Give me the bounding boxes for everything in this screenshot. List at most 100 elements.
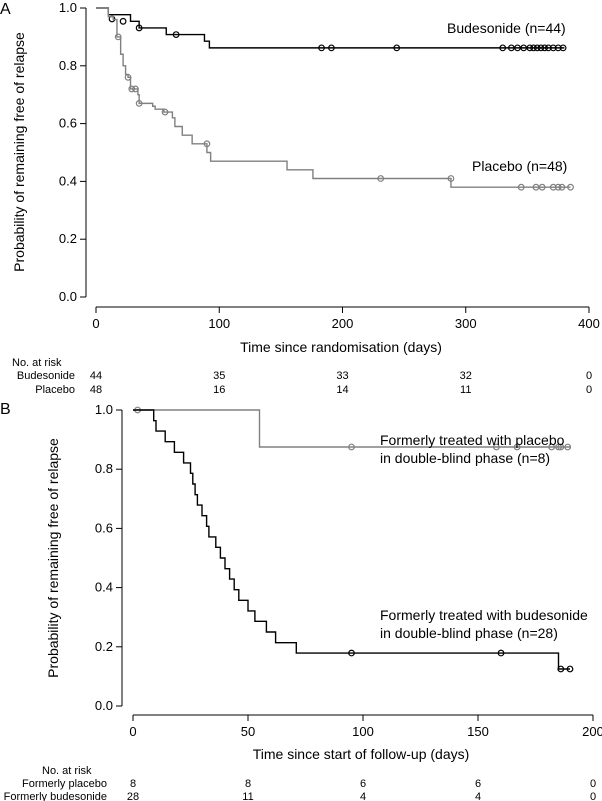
panel-b-y-axis-label: Probability of remaining free of relapse	[45, 438, 61, 678]
panel-a-risk-header: No. at risk	[12, 357, 62, 369]
panel-b: B 0.0 0.2 0.4 0.6 0.8 1.0 0 50 100 150 200 Time s…	[0, 401, 602, 801]
censor-mark	[548, 443, 555, 451]
panel-b-x-axis-label: Time since start of follow-up (days)	[253, 746, 470, 762]
risk-value: 0	[586, 384, 592, 396]
x-tick-label: 0	[92, 316, 99, 331]
risk-value: 0	[590, 791, 596, 801]
censor-mark	[128, 85, 136, 93]
y-tick-label: 0.4	[59, 173, 77, 188]
panel-b-series	[133, 406, 574, 673]
panel-b-y-ticks: 0.0 0.2 0.4 0.6 0.8 1.0	[95, 402, 122, 713]
censor-mark	[513, 443, 521, 451]
panel-a-y-ticks: 0.0 0.2 0.4 0.6 0.8 1.0	[59, 0, 86, 304]
survival-curve	[133, 409, 570, 670]
x-tick-label: 300	[455, 316, 477, 331]
x-tick-label: 100	[352, 724, 374, 739]
y-tick-label: 0.6	[95, 520, 113, 535]
censor-mark	[328, 44, 335, 52]
risk-value: 8	[245, 778, 251, 790]
censor-mark	[564, 443, 572, 451]
censor-mark	[172, 31, 180, 38]
risk-value: 44	[90, 370, 102, 382]
panel-b-risk-row-label: Formerly budesonide	[4, 791, 107, 801]
risk-value: 0	[590, 778, 596, 790]
censor-mark	[538, 183, 546, 191]
risk-value: 14	[336, 384, 348, 396]
censor-mark	[499, 44, 507, 52]
censor-mark	[549, 44, 557, 52]
censor-mark	[541, 44, 549, 52]
risk-value: 35	[213, 370, 225, 382]
x-tick-label: 100	[208, 316, 230, 331]
risk-value: 11	[460, 384, 471, 396]
risk-value: 0	[586, 370, 592, 382]
censor-mark	[161, 108, 169, 116]
risk-value: 6	[475, 778, 481, 790]
y-tick-label: 0.8	[95, 461, 113, 476]
y-tick-label: 0.4	[95, 580, 113, 595]
censor-mark	[135, 24, 143, 32]
x-tick-label: 0	[129, 724, 136, 739]
panel-a: A 0.0 0.2 0.4 0.6 0.8 1.0 0 100 200 300 400 Time …	[0, 0, 600, 396]
censor-mark	[533, 44, 541, 52]
y-tick-label: 0.2	[59, 231, 77, 246]
censor-mark	[554, 44, 562, 52]
panel-a-y-axis-label: Probability of remaining free of relapse	[11, 32, 27, 272]
censor-mark	[377, 175, 385, 182]
risk-value: 4	[475, 791, 481, 801]
panel-a-risk-row-label: Placebo	[35, 384, 75, 396]
censor-mark	[114, 33, 122, 41]
censor-mark	[537, 44, 545, 52]
panel-b-series-label-budesonide-line1: Formerly treated with budesonide	[380, 607, 588, 623]
panel-a-series	[96, 7, 574, 191]
risk-value: 48	[90, 384, 102, 396]
x-tick-label: 150	[467, 724, 489, 739]
risk-value: 33	[336, 370, 348, 382]
risk-value: 28	[127, 791, 139, 801]
risk-value: 4	[360, 791, 366, 801]
censor-mark	[318, 44, 325, 52]
risk-value: 16	[213, 384, 225, 396]
censor-mark	[497, 649, 505, 657]
panel-a-series-label-placebo: Placebo (n=48)	[472, 158, 567, 174]
panel-a-risk-row-label: Budesonide	[17, 370, 75, 382]
panel-b-series-label-placebo-line1: Formerly treated with placebo	[380, 432, 565, 448]
y-tick-label: 0.0	[59, 289, 77, 304]
panel-a-label: A	[0, 1, 11, 18]
risk-value: 6	[360, 778, 366, 790]
censor-mark	[517, 183, 525, 191]
y-tick-label: 1.0	[59, 0, 77, 15]
censor-mark	[447, 175, 455, 182]
y-tick-label: 0.0	[95, 698, 113, 713]
censor-mark	[544, 44, 552, 52]
panel-b-risk-header: No. at risk	[42, 765, 92, 777]
censor-mark	[549, 183, 557, 191]
panel-b-risk-row-label: Formerly placebo	[22, 778, 107, 790]
censor-mark	[348, 649, 355, 657]
panel-b-x-ticks: 0 50 100 150 200	[129, 715, 602, 739]
x-tick-label: 200	[332, 316, 354, 331]
censor-mark	[135, 99, 143, 107]
censor-mark	[557, 665, 565, 673]
y-tick-label: 1.0	[95, 402, 113, 417]
censor-mark	[554, 183, 562, 191]
panel-a-x-axis-label: Time since randomisation (days)	[240, 339, 442, 355]
survival-curve	[96, 7, 565, 49]
panel-b-series-label-placebo-line2: in double-blind phase (n=8)	[380, 450, 550, 466]
risk-value: 11	[242, 791, 253, 801]
censor-mark	[124, 73, 132, 81]
censor-mark	[132, 85, 139, 93]
censor-mark	[559, 44, 567, 52]
censor-mark	[530, 44, 537, 52]
censor-mark	[393, 44, 401, 52]
censor-mark	[555, 443, 562, 451]
censor-mark	[493, 443, 500, 451]
censor-mark	[203, 140, 211, 148]
panel-b-series-label-budesonide-line2: in double-blind phase (n=28)	[380, 625, 558, 641]
survival-curve	[96, 7, 571, 188]
panel-a-x-ticks: 0 100 200 300 400	[92, 307, 600, 331]
risk-value: 32	[460, 370, 472, 382]
censor-mark	[566, 665, 574, 673]
x-tick-label: 400	[578, 316, 600, 331]
risk-value: 8	[130, 778, 136, 790]
